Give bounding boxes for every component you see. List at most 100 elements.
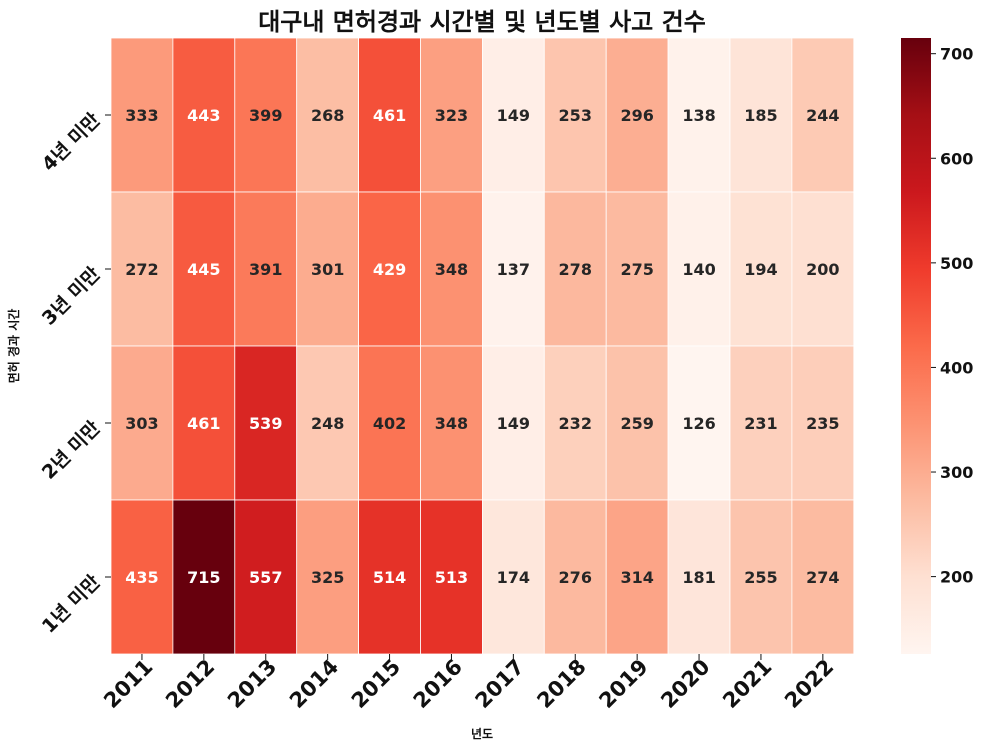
heatmap-cell: [729, 191, 793, 347]
colorbar-tick-label: 700: [940, 45, 973, 64]
colorbar: [901, 38, 931, 654]
cell-value-label: 348: [435, 260, 468, 279]
cell-value-label: 274: [806, 568, 839, 587]
cell-value-label: 461: [373, 106, 406, 125]
x-tick-label: 2011: [99, 655, 157, 713]
cell-value-label: 391: [249, 260, 282, 279]
cell-value-label: 181: [682, 568, 715, 587]
heatmap-cell: [481, 345, 545, 501]
heatmap-cell: [358, 191, 421, 347]
cell-value-label: 276: [559, 568, 592, 587]
colorbar-tick-label: 400: [940, 358, 973, 377]
cell-value-label: 325: [311, 568, 344, 587]
cell-value-label: 303: [125, 414, 158, 433]
heatmap-cell: [234, 37, 298, 193]
cell-value-label: 429: [373, 260, 406, 279]
heatmap-cell: [605, 191, 669, 347]
heatmap-cell: [172, 499, 236, 655]
heatmap-cell: [667, 37, 731, 193]
x-axis: 2011 2012 2013 2014 2015 2016 2017 2018 2019 2020…: [99, 654, 838, 713]
x-tick-label: 2022: [780, 655, 838, 713]
cell-value-label: 445: [187, 260, 220, 279]
heatmap-cell: [234, 345, 298, 501]
y-tick-label: 3년 미만: [38, 263, 105, 330]
x-tick-label: 2020: [656, 655, 714, 713]
cell-value-label: 149: [497, 106, 530, 125]
cell-value-label: 244: [806, 106, 839, 125]
heatmap-cell: [110, 345, 174, 501]
colorbar-ticks: 200 300 400 500 600 700: [931, 45, 973, 587]
cell-value-label: 126: [682, 414, 715, 433]
cell-value-label: 278: [559, 260, 592, 279]
cell-value-label: 138: [682, 106, 715, 125]
colorbar-tick-label: 200: [940, 568, 973, 587]
x-tick-label: 2017: [471, 655, 529, 713]
heatmap-cell: [481, 499, 545, 655]
cell-value-label: 333: [125, 106, 158, 125]
x-tick-label: 2021: [718, 655, 776, 713]
heatmap-cell: [543, 37, 607, 193]
cell-value-label: 557: [249, 568, 282, 587]
chart-title: 대구내 면허경과 시간별 및 년도별 사고 건수: [258, 8, 706, 36]
x-tick-label: 2015: [347, 655, 405, 713]
cell-value-label: 461: [187, 414, 220, 433]
heatmap-cell: [296, 345, 360, 501]
cell-value-label: 314: [620, 568, 653, 587]
heatmap-cell: [358, 37, 421, 193]
heatmap-cell: [234, 499, 298, 655]
heatmap-cell: [420, 37, 483, 193]
cell-value-label: 268: [311, 106, 344, 125]
heatmap-cell: [543, 191, 607, 347]
cell-value-label: 235: [806, 414, 839, 433]
cell-value-label: 443: [187, 106, 220, 125]
heatmap-cell: [172, 191, 236, 347]
heatmap-cell: [110, 37, 174, 193]
x-tick-label: 2014: [285, 655, 343, 713]
cell-value-label: 275: [620, 260, 653, 279]
heatmap-cell: [296, 191, 360, 347]
heatmap-cell: [667, 499, 731, 655]
cell-value-label: 255: [744, 568, 777, 587]
cell-value-label: 272: [125, 260, 158, 279]
heatmap-cell: [729, 499, 793, 655]
x-tick-label: 2019: [594, 655, 652, 713]
cell-value-label: 253: [559, 106, 592, 125]
cell-value-label: 185: [744, 106, 777, 125]
heatmap-cell: [420, 499, 483, 655]
cell-value-label: 301: [311, 260, 344, 279]
cell-value-label: 232: [559, 414, 592, 433]
cell-value-label: 137: [497, 260, 530, 279]
cell-value-label: 140: [682, 260, 715, 279]
colorbar-tick-label: 600: [940, 149, 973, 168]
cell-value-label: 435: [125, 568, 158, 587]
heatmap-cell: [605, 499, 669, 655]
cell-value-label: 715: [187, 568, 220, 587]
y-axis: 4년 미만 3년 미만 2년 미만 1년 미만: [38, 109, 111, 638]
colorbar-tick-label: 500: [940, 254, 973, 273]
colorbar-tick-label: 300: [940, 463, 973, 482]
cell-value-label: 539: [249, 414, 282, 433]
x-tick-label: 2013: [223, 655, 281, 713]
x-tick-label: 2018: [532, 655, 590, 713]
heatmap-cells: 333 443 399 268 461 323 149 253 296 138 185 244 272 4…: [110, 37, 855, 655]
heatmap-cell: [729, 345, 793, 501]
cell-value-label: 248: [311, 414, 344, 433]
heatmap-cell: [110, 499, 174, 655]
heatmap-cell: [234, 191, 298, 347]
cell-value-label: 174: [497, 568, 530, 587]
heatmap-cell: [296, 499, 360, 655]
heatmap-cell: [791, 37, 855, 193]
y-tick-label: 4년 미만: [38, 109, 105, 176]
cell-value-label: 323: [435, 106, 468, 125]
x-tick-label: 2016: [409, 655, 467, 713]
y-axis-label: 면허 경과 시간: [6, 309, 21, 384]
heatmap-cell: [358, 345, 421, 501]
cell-value-label: 231: [744, 414, 777, 433]
y-tick-label: 1년 미만: [38, 571, 105, 638]
cell-value-label: 149: [497, 414, 530, 433]
heatmap-cell: [481, 191, 545, 347]
cell-value-label: 513: [435, 568, 468, 587]
cell-value-label: 514: [373, 568, 406, 587]
heatmap-cell: [791, 191, 855, 347]
